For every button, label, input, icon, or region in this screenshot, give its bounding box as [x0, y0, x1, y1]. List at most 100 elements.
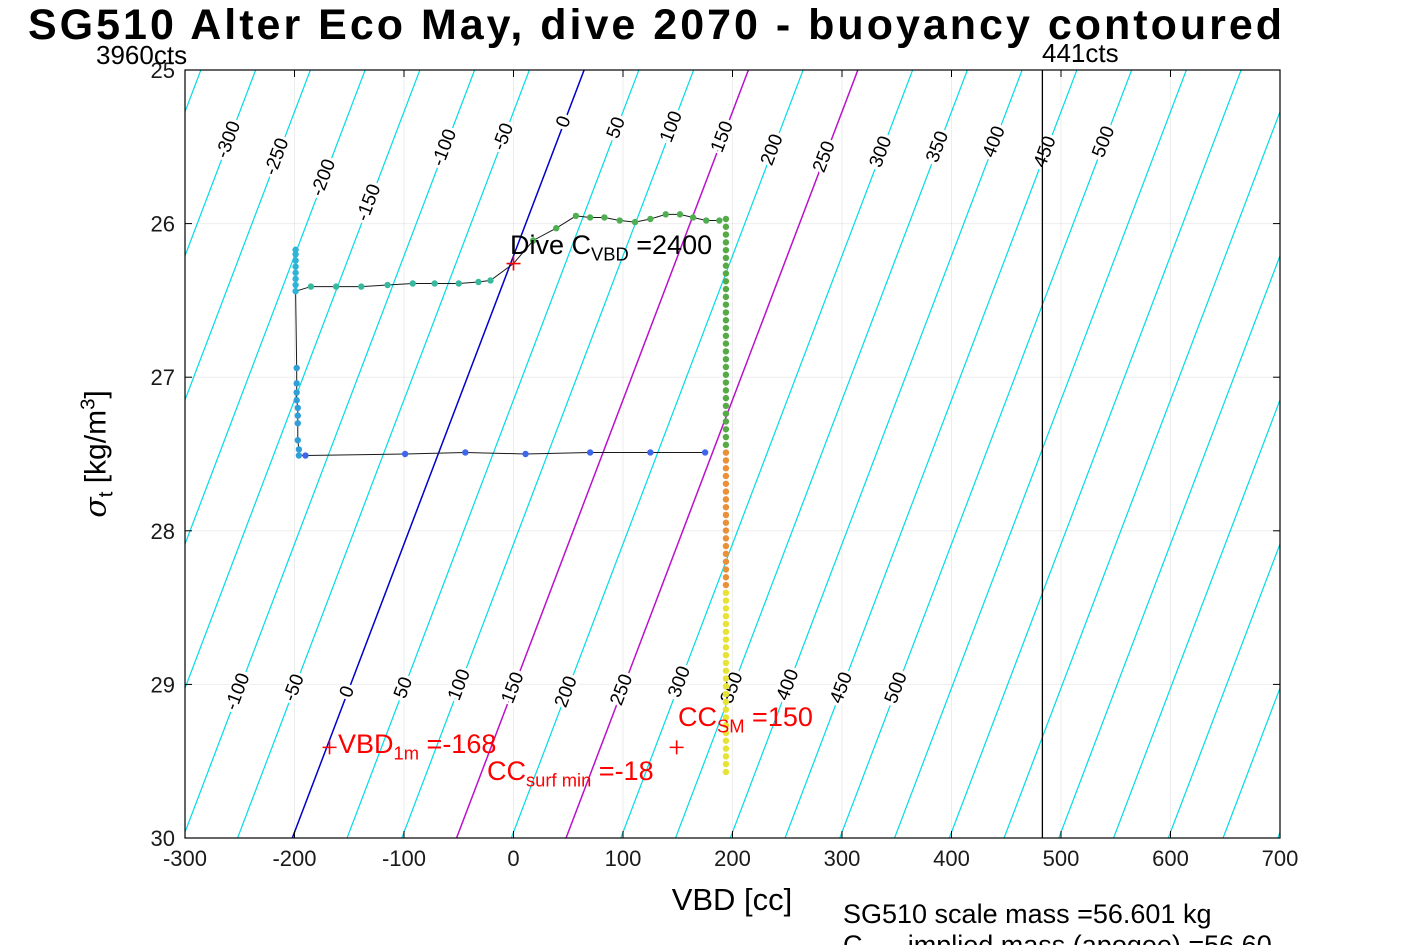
- data-point: [722, 215, 730, 223]
- data-point: [307, 283, 315, 290]
- contour-label: 350: [717, 669, 748, 706]
- contour-line-50: [346, 70, 640, 838]
- data-point: [722, 527, 730, 534]
- data-point: [722, 332, 730, 340]
- data-point: [475, 278, 482, 286]
- data-point: [722, 574, 730, 581]
- y-tick-label: 30: [151, 826, 175, 851]
- data-point: [553, 225, 560, 232]
- contour-label: 450: [1030, 133, 1061, 170]
- data-point: [722, 558, 730, 565]
- vbd-counts-left-label: 3960cts: [96, 40, 188, 70]
- contour-line-700: [1058, 254, 1280, 838]
- contour-line-750: [1112, 398, 1280, 838]
- data-point: [722, 270, 730, 277]
- data-point: [722, 231, 730, 238]
- data-point: [332, 283, 340, 290]
- y-tick-labels: 25 26 27 28 29 30: [151, 58, 175, 851]
- contour-line-400: [729, 70, 1023, 838]
- contour-line-200: [510, 70, 804, 838]
- data-point: [722, 348, 730, 355]
- data-point: [292, 281, 299, 289]
- contour-line-450: [784, 70, 1078, 838]
- data-point: [722, 511, 730, 519]
- contour-label: 100: [656, 108, 687, 145]
- x-tick-label: 300: [824, 846, 861, 871]
- data-point: [701, 449, 709, 456]
- data-point: [722, 503, 730, 511]
- data-point: [722, 324, 730, 332]
- x-tick-labels: -300 -200 -100 0 100 200 300 400 500 600 700: [163, 846, 1298, 871]
- data-point: [455, 280, 462, 287]
- data-point: [722, 753, 730, 760]
- x-tick-label: -300: [163, 846, 207, 871]
- contour-label: 0: [336, 683, 359, 700]
- scale-mass-text: SG510 scale mass =56.601 kg: [843, 899, 1212, 929]
- data-point: [722, 620, 730, 628]
- data-point: [722, 581, 730, 589]
- vbd-1m-annotation: VBD1m =-168: [338, 729, 497, 764]
- vbd-counts-right-label: 441cts: [1042, 38, 1119, 68]
- contour-line--200: [185, 70, 366, 546]
- contour-label: 500: [881, 669, 912, 706]
- contour-label: 500: [1088, 123, 1119, 160]
- contour-label: 250: [606, 671, 637, 708]
- contour-label: 100: [444, 666, 475, 703]
- y-tick-label: 26: [151, 212, 175, 237]
- y-tick-label: 28: [151, 519, 175, 544]
- data-point: [292, 287, 299, 295]
- data-point: [722, 760, 730, 768]
- data-point: [631, 218, 639, 226]
- contour-label: -100: [221, 670, 254, 713]
- contour-label: -200: [307, 156, 340, 199]
- data-point: [401, 450, 409, 458]
- data-point: [722, 433, 730, 441]
- data-point: [647, 449, 654, 456]
- data-point: [601, 214, 608, 221]
- y-tick-label: 27: [151, 365, 175, 390]
- data-point: [616, 217, 623, 224]
- data-point: [722, 644, 730, 651]
- contour-line-500: [839, 70, 1133, 838]
- contour-label: 400: [773, 666, 804, 703]
- contour-line-250: [565, 70, 859, 838]
- data-point: [722, 496, 730, 503]
- contour-label: 300: [664, 663, 695, 700]
- contour-line-0: [291, 70, 585, 838]
- data-point: [294, 420, 301, 427]
- data-point: [722, 449, 730, 456]
- data-point: [716, 217, 723, 224]
- data-point: [722, 394, 730, 402]
- data-point: [302, 452, 309, 459]
- x-tick-label: 100: [605, 846, 642, 871]
- contour-label: 250: [809, 138, 840, 175]
- data-point: [295, 446, 303, 453]
- contour-line-300: [620, 70, 914, 838]
- contour-label: 300: [866, 133, 897, 170]
- data-point: [384, 281, 391, 289]
- data-point: [722, 309, 730, 316]
- data-point: [722, 683, 730, 690]
- data-point: [294, 436, 301, 444]
- contour-label: -300: [212, 118, 245, 161]
- data-point: [722, 698, 730, 706]
- contour-label: 150: [498, 669, 529, 706]
- data-point: [722, 768, 730, 776]
- data-point: [722, 597, 730, 604]
- contour-labels: -300 -250 -200 -150 -100 -50 0 50 100 150 200 250 30…: [209, 105, 1122, 716]
- contour-label: -150: [352, 181, 385, 224]
- data-point: [722, 223, 730, 230]
- data-point: [722, 714, 730, 721]
- contour-line--100: [185, 70, 476, 834]
- data-point: [358, 283, 365, 290]
- x-axis-label: VBD [cc]: [671, 882, 793, 917]
- x-tick-label: -200: [272, 846, 316, 871]
- data-point: [722, 301, 730, 308]
- data-point: [722, 612, 730, 620]
- data-point: [722, 745, 730, 752]
- data-point: [722, 729, 730, 737]
- data-point: [722, 535, 730, 542]
- contour-label: 400: [979, 123, 1010, 160]
